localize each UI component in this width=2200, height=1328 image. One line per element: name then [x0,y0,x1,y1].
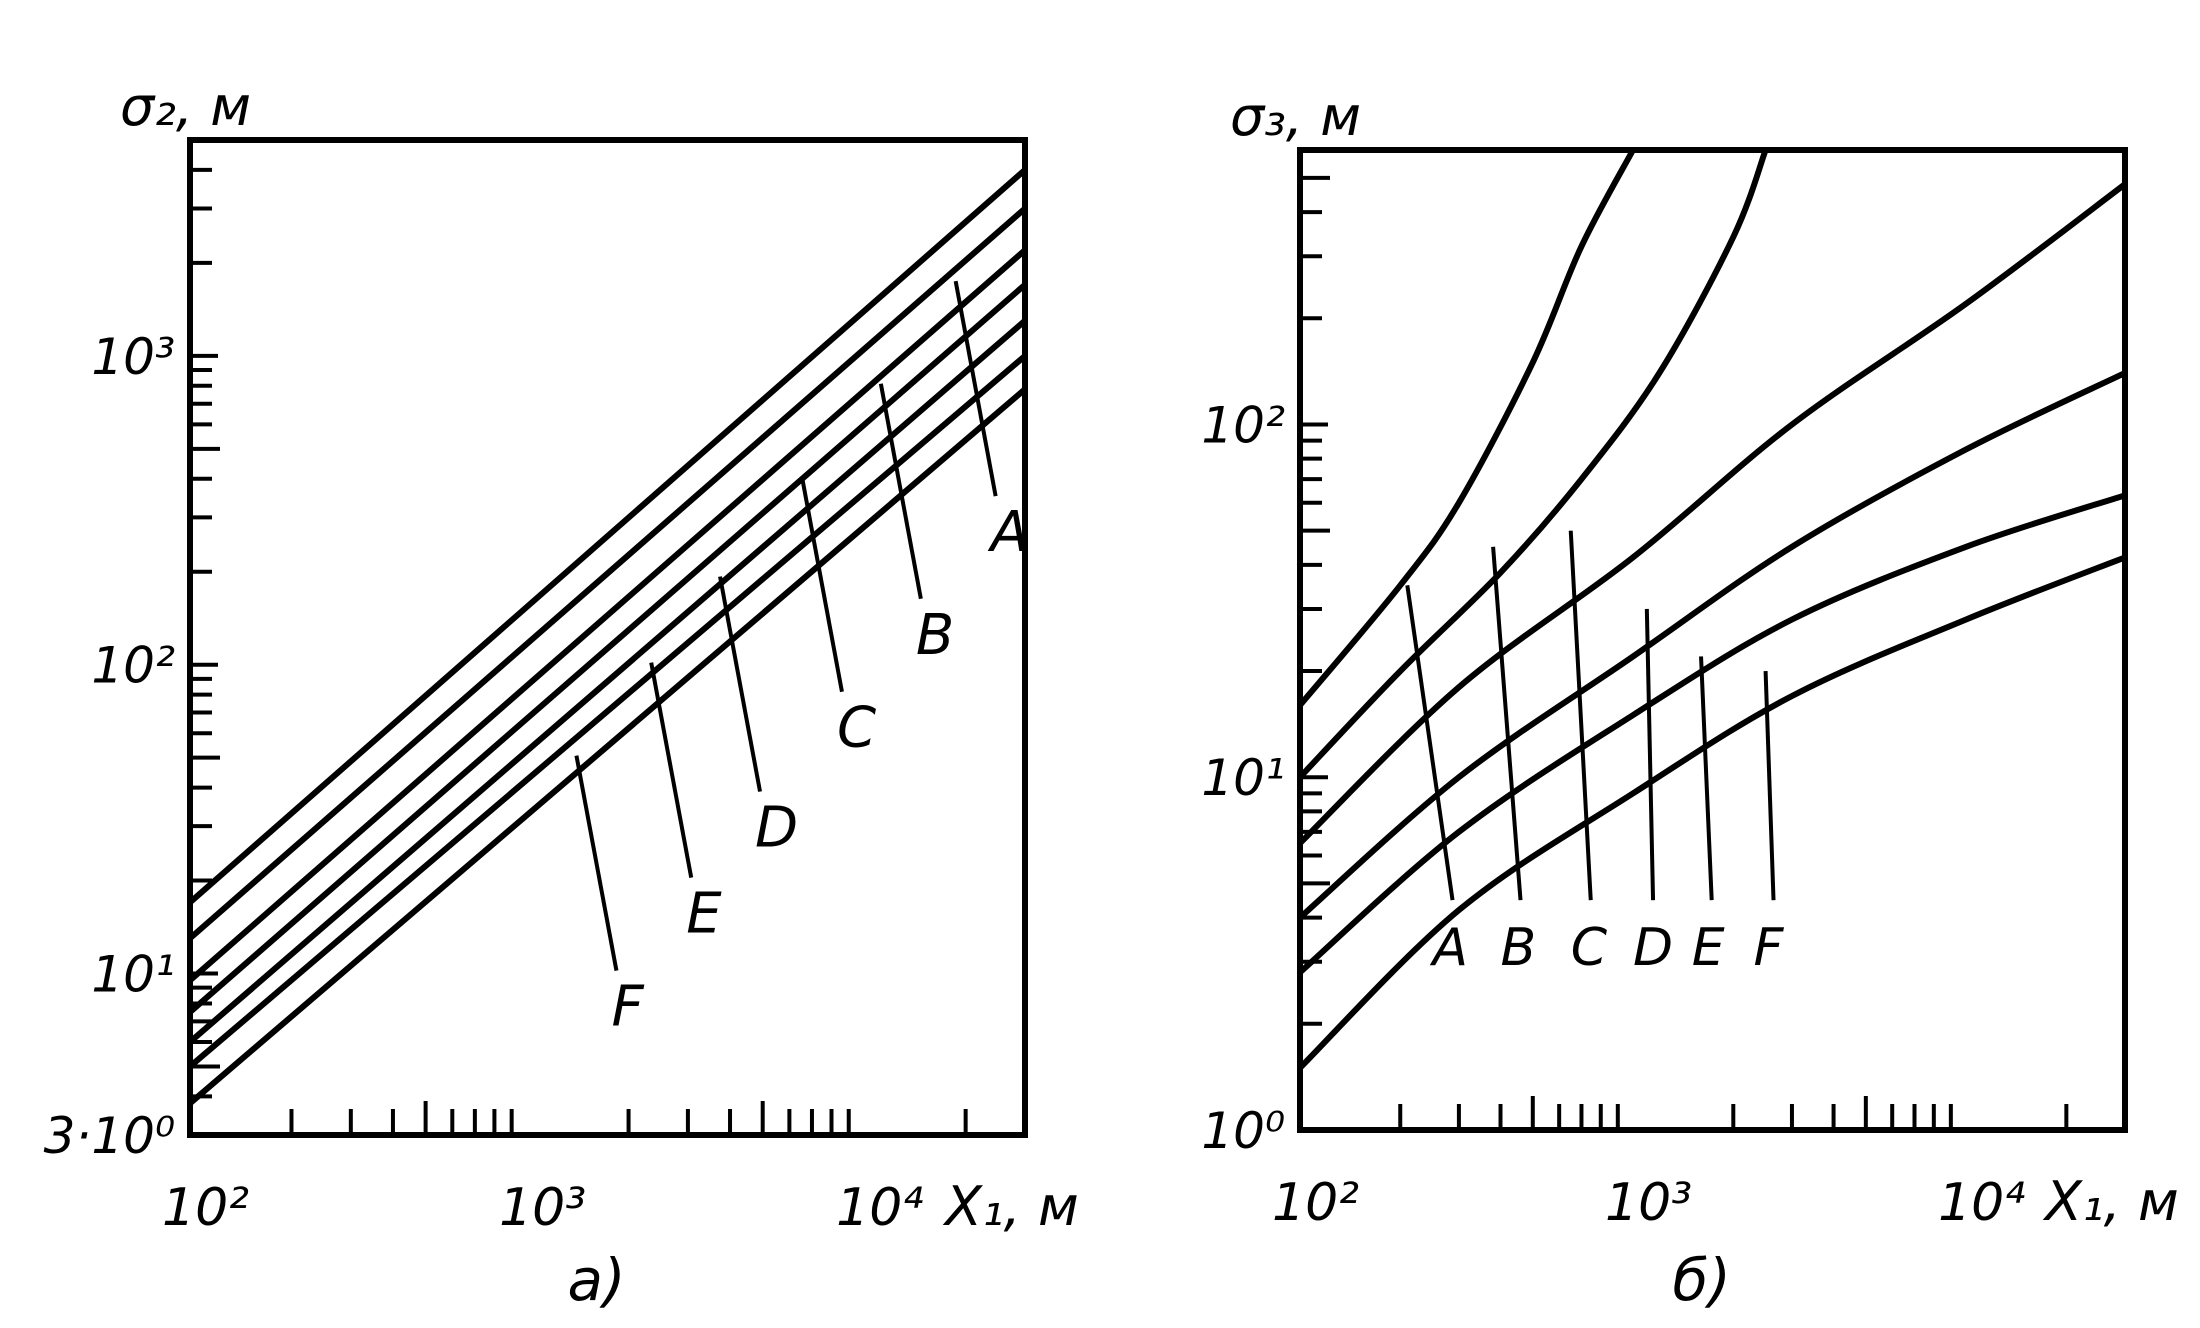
leader-line-b [878,383,923,600]
x-tick-label: 10⁴ [1938,1173,2025,1233]
x-tick-label: 10² [1272,1173,1359,1233]
series-label-c: C [837,696,876,761]
series-label-c: C [1571,918,1608,978]
leader-line-e [649,662,694,879]
series-label-e: E [686,882,722,947]
series-label-a: A [1430,918,1469,978]
y-tick-label: 10¹ [1201,749,1285,807]
y-axis-label: σ₃, м [1230,85,1361,148]
series-line-f [1300,554,2125,1071]
leader-line-f [574,755,619,971]
x-tick-label: 10³ [1605,1173,1692,1233]
leader-line-a [1405,585,1455,901]
series-line-f [190,386,1025,1106]
panel-label: б) [1673,1246,1731,1314]
y-tick-label: 10³ [91,328,175,386]
series-label-f: F [1754,918,1785,978]
leader-line-c [799,476,844,693]
x-tick-label: 10² [162,1178,249,1238]
series-label-f: F [611,975,644,1040]
series-label-b: B [1501,918,1537,978]
series-line-a [190,206,1025,941]
series-label-d: D [1633,918,1673,978]
leader-line-f [1763,670,1776,901]
plot-frame [1297,147,2128,1133]
x-tick-label: 10³ [499,1178,586,1238]
leader-line-d [718,576,762,792]
leader-line-a [953,280,998,497]
series-line-d [1300,370,2125,920]
y-tick-label: 10² [91,637,175,695]
leader-line-d [1644,608,1656,901]
y-tick-label: 10¹ [91,946,175,1004]
plot-frame [187,137,1028,1138]
series-line-extra-6 [190,167,1025,905]
y-tick-label: 10⁰ [1201,1102,1285,1160]
series-line-a [1300,150,1636,708]
series-line-e [190,353,1025,1069]
panel-b-chart: A B C D E F 10² 10³ 10⁴ 10⁰ 10¹ 10² σ₃, м X₁, м б) [1201,85,2178,1314]
leader-line-e [1699,656,1714,901]
series-line-b [190,247,1025,983]
x-axis-label: X₁, м [942,1175,1079,1238]
leader-line-b [1491,546,1523,901]
series-line-d [190,318,1025,1045]
panel-label: a) [568,1246,626,1314]
series-line-e [1300,492,2125,975]
series-line-c [190,282,1025,1015]
y-tick-label: 3·10⁰ [44,1107,175,1165]
series-line-b [1300,150,1769,780]
series-label-e: E [1692,918,1725,978]
series-label-a: A [988,500,1029,565]
x-tick-label: 10⁴ [836,1178,923,1238]
series-label-b: B [916,603,954,668]
series-label-d: D [755,796,798,861]
leader-line-c [1568,530,1593,901]
series-line-c [1300,181,2125,846]
x-axis-label: X₁, м [2042,1170,2179,1233]
y-tick-label: 10² [1201,396,1285,454]
y-axis-label: σ₂, м [120,75,251,138]
